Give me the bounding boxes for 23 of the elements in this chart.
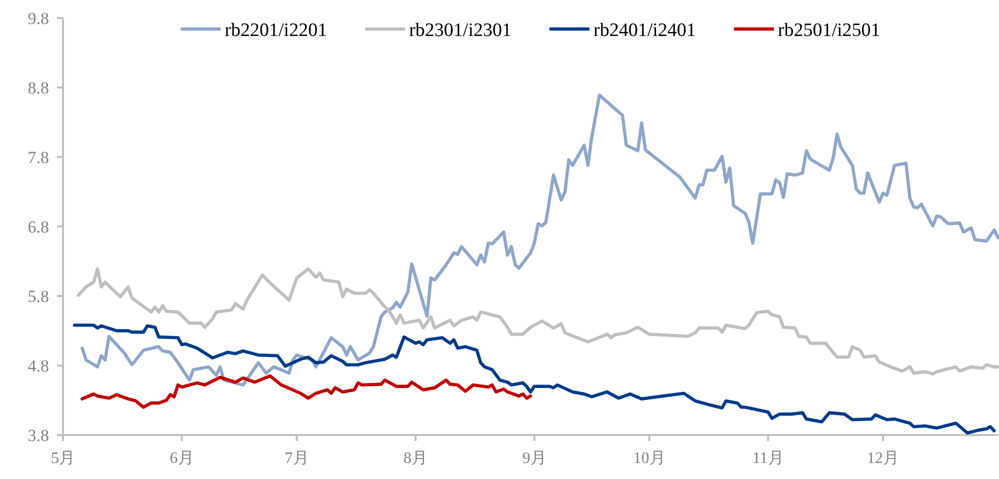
line-series bbox=[72, 324, 996, 435]
line-series bbox=[80, 374, 532, 409]
legend-label: rb2201/i2201 bbox=[224, 20, 328, 41]
x-tick-label: 11月 bbox=[752, 450, 784, 467]
legend-label: rb2401/i2401 bbox=[594, 20, 696, 41]
x-tick-label: 7月 bbox=[284, 450, 309, 467]
y-tick-label: 5.8 bbox=[28, 287, 49, 306]
y-tick-label: 8.8 bbox=[28, 78, 49, 98]
line-series bbox=[80, 94, 999, 387]
legend-label: rb2501/i2501 bbox=[778, 20, 880, 41]
legend-label: rb2301/i2301 bbox=[409, 20, 512, 41]
y-tick-label: 6.8 bbox=[28, 218, 49, 236]
x-tick-label: 9月 bbox=[522, 450, 546, 467]
x-tick-label: 10月 bbox=[633, 450, 666, 467]
y-tick-label: 7.8 bbox=[28, 148, 49, 167]
x-tick-label: 6月 bbox=[170, 450, 194, 467]
line-series bbox=[76, 267, 999, 376]
x-tick-label: 8月 bbox=[404, 450, 428, 467]
y-tick-label: 9.8 bbox=[28, 9, 49, 28]
y-tick-label: 3.8 bbox=[28, 426, 49, 445]
x-tick-label: 5月 bbox=[51, 450, 75, 467]
y-tick-label: 4.8 bbox=[28, 356, 49, 376]
x-tick-label: 12月 bbox=[867, 450, 900, 467]
